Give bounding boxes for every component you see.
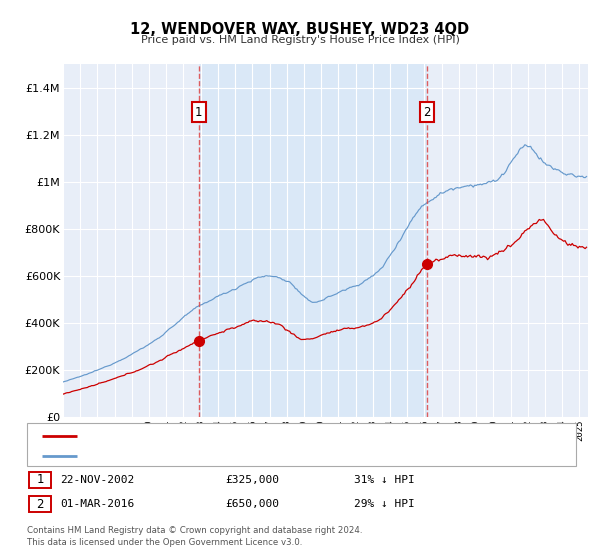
Text: 31% ↓ HPI: 31% ↓ HPI <box>354 475 415 485</box>
Bar <box>199 64 427 417</box>
Text: 01-MAR-2016: 01-MAR-2016 <box>60 499 134 509</box>
Text: 12, WENDOVER WAY, BUSHEY, WD23 4QD (detached house): 12, WENDOVER WAY, BUSHEY, WD23 4QD (deta… <box>83 431 379 441</box>
Text: 2: 2 <box>424 105 431 119</box>
Text: 12, WENDOVER WAY, BUSHEY, WD23 4QD: 12, WENDOVER WAY, BUSHEY, WD23 4QD <box>130 22 470 38</box>
Text: £325,000: £325,000 <box>225 475 279 485</box>
Text: This data is licensed under the Open Government Licence v3.0.: This data is licensed under the Open Gov… <box>27 538 302 547</box>
Text: Contains HM Land Registry data © Crown copyright and database right 2024.: Contains HM Land Registry data © Crown c… <box>27 526 362 535</box>
Text: 1: 1 <box>195 105 203 119</box>
Text: 2: 2 <box>37 497 44 511</box>
Text: Price paid vs. HM Land Registry's House Price Index (HPI): Price paid vs. HM Land Registry's House … <box>140 35 460 45</box>
Text: 22-NOV-2002: 22-NOV-2002 <box>60 475 134 485</box>
Text: 29% ↓ HPI: 29% ↓ HPI <box>354 499 415 509</box>
Text: 1: 1 <box>37 473 44 487</box>
Text: £650,000: £650,000 <box>225 499 279 509</box>
Text: HPI: Average price, detached house, Hertsmere: HPI: Average price, detached house, Hert… <box>83 451 316 461</box>
